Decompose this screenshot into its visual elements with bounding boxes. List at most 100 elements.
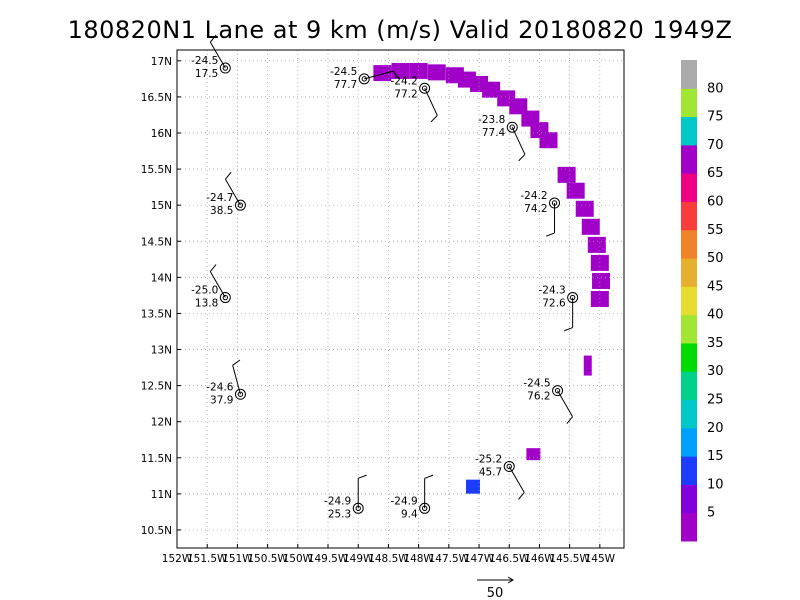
colorbar-label: 25: [707, 393, 724, 408]
colorbar-swatch: [681, 60, 697, 89]
station-speed-label: 77.2: [394, 88, 417, 100]
wind-barb-feather: [430, 115, 438, 123]
station-temp-label: -23.8: [478, 114, 505, 126]
station-temp-label: -24.3: [538, 285, 565, 297]
station: -25.013.8: [191, 264, 231, 310]
colorbar-swatch: [681, 258, 697, 287]
swath-cell: [427, 64, 446, 81]
colorbar-swatch: [681, 144, 697, 174]
wind-barb-feather: [209, 264, 217, 272]
colorbar-swatch: [681, 371, 697, 401]
swath-cell: [575, 200, 594, 217]
colorbar-label: 15: [707, 449, 724, 464]
station-marker-inner: [421, 85, 428, 91]
colorbar-label: 50: [707, 251, 724, 266]
y-tick-label: 14N: [151, 272, 172, 284]
station-speed-label: 74.2: [524, 203, 547, 215]
station-temp-label: -24.5: [330, 66, 357, 78]
station-speed-label: 37.9: [210, 394, 233, 406]
colorbar-label: 10: [707, 477, 724, 492]
station: -24.99.4: [390, 474, 434, 520]
y-tick-label: 11N: [151, 489, 172, 501]
colorbar-swatch: [681, 286, 697, 316]
y-tick-label: 16N: [151, 128, 172, 140]
colorbar-label: 65: [707, 166, 724, 181]
station: -24.277.2: [390, 75, 438, 123]
station-temp-label: -24.7: [206, 192, 233, 204]
station-speed-label: 45.7: [479, 466, 502, 478]
wind-barb-staff: [232, 365, 241, 395]
y-tick-label: 15N: [151, 200, 172, 212]
wind-barb-staff: [557, 390, 573, 417]
station: -24.637.9: [206, 359, 246, 406]
station-marker-inner: [509, 124, 515, 130]
wind-swath: [373, 62, 611, 494]
station-speed-label: 72.6: [542, 298, 566, 310]
reference-vector-label: 50: [487, 586, 504, 600]
station: -24.577.7: [330, 66, 399, 91]
x-tick-label: 148.5W: [368, 553, 409, 565]
observation-stations: -24.517.5 -24.577.7 -24.277.2-23.877.4-24.…: [191, 34, 579, 520]
swath-cell: [566, 182, 585, 199]
station-speed-label: 13.8: [195, 298, 218, 310]
station: -24.274.2: [520, 190, 561, 237]
x-tick-label: 152W: [162, 553, 193, 565]
wind-barb-feather: [564, 327, 573, 332]
station: -24.576.2: [523, 378, 573, 424]
wind-barb-staff: [424, 88, 438, 116]
y-tick-label: 13.5N: [141, 308, 172, 320]
station-marker-inner: [361, 76, 367, 82]
colorbar-label: 40: [707, 308, 724, 323]
colorbar-swatch: [681, 427, 697, 457]
colorbar-label: 55: [707, 223, 724, 238]
station-marker-inner: [237, 391, 244, 397]
station-marker-outer: [358, 73, 370, 85]
x-tick-label: 148W: [403, 553, 434, 565]
station: -25.245.7: [475, 453, 525, 500]
x-tick-label: 151.5W: [187, 553, 228, 565]
station-marker-outer: [234, 388, 246, 400]
wind-barb-feather: [358, 474, 367, 479]
station-marker-inner: [554, 387, 561, 394]
plot-frame: [176, 49, 625, 549]
station-speed-label: 77.4: [482, 127, 506, 139]
y-tick-label: 10.5N: [141, 525, 172, 537]
wind-barb-feather: [424, 474, 434, 479]
station: -24.925.3: [324, 474, 367, 520]
y-tick-label: 13N: [151, 345, 172, 357]
swath-cell: [539, 132, 558, 149]
colorbar-swatch: [681, 88, 697, 118]
colorbar-label: 60: [707, 194, 724, 209]
station: -24.738.5: [206, 171, 246, 217]
x-tick-label: 150.5W: [247, 553, 288, 565]
station-temp-label: -24.9: [390, 495, 417, 507]
wind-barb-feather: [545, 232, 555, 237]
colorbar-swatch: [681, 201, 697, 231]
colorbar-swatch: [681, 116, 697, 146]
station-marker-outer: [219, 62, 231, 74]
x-tick-label: 146.5W: [489, 553, 530, 565]
colorbar-label: 20: [707, 421, 724, 436]
swath-cell: [581, 218, 600, 235]
swath-cell: [509, 98, 528, 115]
station-speed-label: 17.5: [195, 68, 218, 80]
station-marker-inner: [222, 65, 229, 71]
swath-cell: [526, 448, 541, 461]
swath-cell: [465, 479, 480, 494]
reference-vector-arrowhead: [507, 576, 514, 584]
swath-cell: [482, 81, 501, 98]
station-speed-label: 76.2: [527, 391, 550, 403]
wind-barb-staff: [209, 41, 226, 69]
colorbar-swatch: [681, 484, 697, 514]
colorbar-label: 30: [707, 364, 724, 379]
colorbar-label: 5: [707, 506, 715, 521]
station-speed-label: 25.3: [328, 508, 351, 520]
wind-barb-staff: [209, 271, 226, 298]
station: -24.517.5: [191, 34, 231, 80]
x-tick-label: 147.5W: [429, 553, 470, 565]
station-marker-inner: [222, 294, 229, 301]
station-temp-label: -24.5: [523, 378, 550, 390]
station: -24.372.6: [538, 285, 579, 332]
swath-cell: [587, 236, 606, 253]
